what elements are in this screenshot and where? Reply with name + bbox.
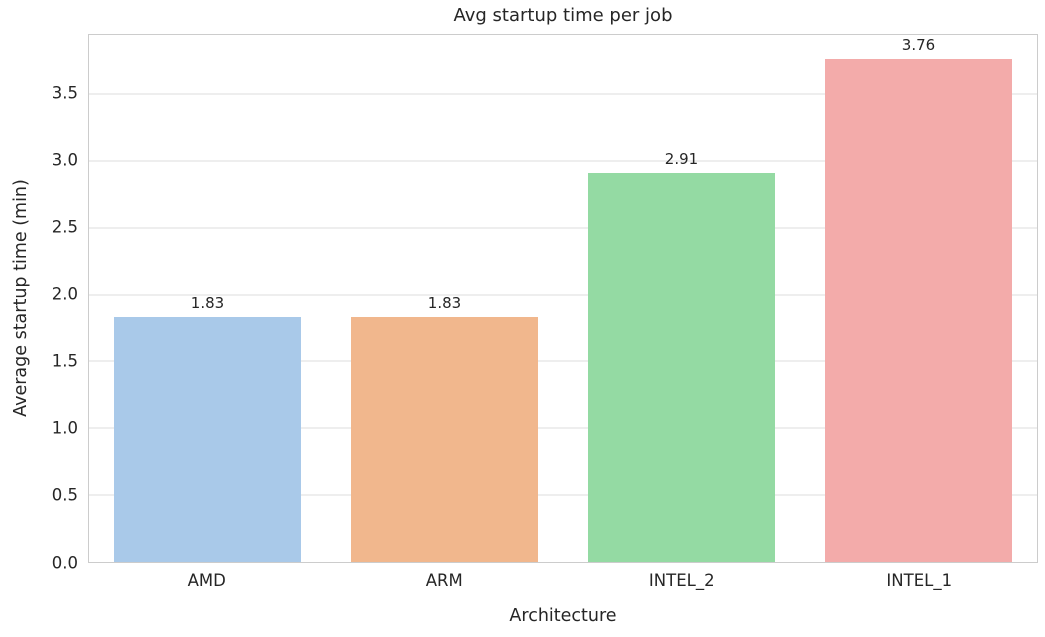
- x-axis-ticks: AMD ARM INTEL_2 INTEL_1: [88, 571, 1038, 590]
- gridline: [89, 93, 1037, 95]
- x-axis-label: Architecture: [509, 606, 617, 626]
- x-tick-label-intel_1: INTEL_1: [886, 571, 953, 590]
- x-tick-label-intel_2: INTEL_2: [648, 571, 715, 590]
- bar-slot-intel_1: 3.76: [800, 35, 1037, 562]
- y-tick-label: 0.0: [51, 552, 78, 572]
- bar-value-label-amd: 1.83: [190, 294, 225, 313]
- bar-value-label-intel_1: 3.76: [901, 36, 936, 55]
- y-tick-label: 2.0: [51, 284, 78, 304]
- bar-value-label-intel_2: 2.91: [664, 149, 699, 168]
- gridline: [89, 360, 1037, 362]
- y-tick-label: 3.5: [51, 82, 78, 102]
- y-tick-label: 3.0: [51, 149, 78, 169]
- bar-intel_1: [825, 59, 1012, 562]
- y-tick-label: 0.5: [51, 485, 78, 505]
- bar-intel_2: [588, 172, 775, 562]
- gridline: [89, 294, 1037, 295]
- x-tick-label-arm: ARM: [425, 571, 463, 590]
- y-axis-ticks: 0.0 0.5 1.0 1.5 2.0 2.5 3.0 3.5: [0, 34, 78, 570]
- bar-slot-intel_2: 2.91: [563, 35, 800, 562]
- gridline: [89, 227, 1037, 229]
- bar-amd: [114, 317, 301, 562]
- bars-layer: 1.83 1.83 2.91 3.76: [89, 35, 1037, 562]
- bar-slot-arm: 1.83: [326, 35, 563, 562]
- y-tick-label: 1.5: [51, 351, 78, 371]
- bar-slot-amd: 1.83: [89, 35, 326, 562]
- gridline: [89, 427, 1037, 429]
- chart-title: Avg startup time per job: [453, 5, 673, 26]
- bar-value-label-arm: 1.83: [427, 294, 462, 313]
- gridline: [89, 494, 1037, 496]
- y-tick-label: 2.5: [51, 217, 78, 237]
- gridline: [89, 160, 1037, 162]
- y-tick-label: 1.0: [51, 418, 78, 438]
- plot-area: 1.83 1.83 2.91 3.76: [88, 34, 1038, 563]
- x-tick-label-amd: AMD: [187, 571, 226, 590]
- bar-arm: [351, 317, 538, 562]
